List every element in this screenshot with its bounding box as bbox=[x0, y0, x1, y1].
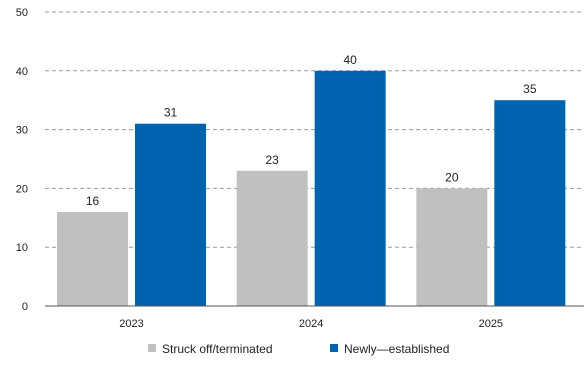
x-tick-label: 2025 bbox=[479, 318, 503, 330]
legend-label: Newly—established bbox=[344, 342, 449, 356]
y-tick-label: 30 bbox=[16, 125, 28, 137]
legend-label: Struck off/terminated bbox=[162, 342, 273, 356]
bar-newly-established-2023 bbox=[135, 123, 206, 306]
y-tick-label: 0 bbox=[22, 301, 28, 313]
bar-struck-off-2024 bbox=[236, 170, 308, 306]
bar-struck-off-2025 bbox=[416, 188, 488, 306]
y-tick-label: 20 bbox=[16, 183, 28, 195]
x-tick-label: 2023 bbox=[119, 318, 143, 330]
bar-struck-off-2023 bbox=[57, 211, 128, 306]
y-tick-label: 50 bbox=[16, 7, 28, 19]
data-label: 16 bbox=[86, 194, 100, 208]
data-label: 23 bbox=[265, 153, 279, 167]
bar-newly-established-2025 bbox=[494, 100, 566, 306]
legend: Struck off/terminated Newly—established bbox=[148, 342, 449, 356]
legend-swatch bbox=[330, 344, 338, 352]
data-label: 20 bbox=[445, 170, 459, 184]
y-tick-label: 40 bbox=[16, 66, 28, 78]
labels-layer: 16 31 23 40 20 35 bbox=[86, 53, 537, 208]
bars-layer bbox=[57, 70, 566, 306]
bar-newly-established-2024 bbox=[314, 70, 386, 306]
data-label: 31 bbox=[164, 106, 178, 120]
y-tick-label: 10 bbox=[16, 242, 28, 254]
legend-swatch bbox=[148, 344, 156, 352]
data-label: 35 bbox=[523, 82, 537, 96]
x-tick-label: 2024 bbox=[299, 318, 323, 330]
grid-layer bbox=[45, 11, 584, 248]
data-label: 40 bbox=[343, 53, 357, 67]
